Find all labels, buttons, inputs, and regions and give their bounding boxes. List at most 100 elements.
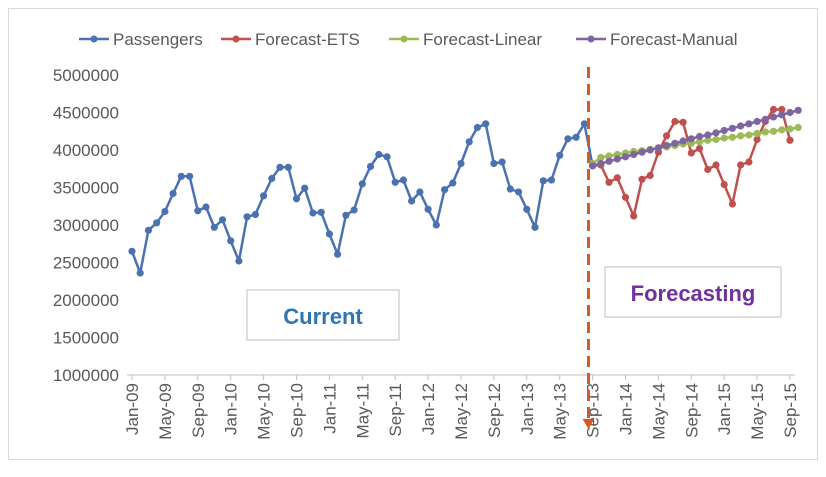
data-point [334,250,342,258]
x-tick-label: Sep-14 [682,383,701,438]
data-point [687,149,695,157]
data-point [408,197,416,205]
data-point [515,188,523,196]
data-point [391,178,399,186]
data-point [572,133,580,141]
series-line [130,122,594,275]
series-line [592,108,792,218]
data-point [737,122,745,130]
y-tick-label: 2000000 [53,291,119,310]
data-point [284,163,292,171]
x-tick-label: May-14 [649,383,668,440]
legend-item-forecast-manual: Forecast-Manual [576,30,738,49]
data-point [432,221,440,229]
data-point [177,172,185,180]
data-point [761,115,769,123]
data-point [325,230,333,238]
data-point [350,206,358,214]
divider-arrowhead [582,419,595,429]
data-point [704,136,712,144]
data-point [737,161,745,169]
series-forecast-manual [589,106,802,170]
data-point [441,186,449,194]
data-point [218,216,227,224]
y-tick-label: 2500000 [53,254,119,273]
data-point [243,213,251,221]
data-point [671,117,679,126]
data-point [202,203,210,211]
data-point [498,158,506,166]
legend-item-forecast-linear: Forecast-Linear [389,30,542,49]
x-tick-label: May-11 [353,383,372,438]
x-tick-label: May-09 [156,383,175,440]
data-point [638,148,646,156]
data-point [679,118,687,126]
data-point [268,174,276,183]
data-point [547,176,556,184]
data-point [589,162,597,170]
data-point [251,210,259,219]
legend: Passengers Forecast-ETS Forecast-Linear … [79,30,738,49]
data-point [556,151,564,159]
data-point [210,223,218,231]
data-point [638,175,646,183]
data-point [695,132,704,141]
data-point [597,159,605,168]
data-point [786,136,794,144]
legend-item-passengers: Passengers [79,30,203,49]
y-axis-ticks: 1000000 1500000 2000000 2500000 3000000 35000… [53,66,119,385]
x-tick-label: Jan-15 [715,383,734,435]
x-tick-label: Sep-12 [485,383,504,438]
y-tick-label: 1000000 [53,366,119,385]
data-point [794,123,802,132]
data-point [687,135,695,143]
series-forecast-ets [589,105,794,220]
data-point [161,207,169,216]
data-point [457,159,465,168]
legend-label-passengers: Passengers [113,30,203,49]
data-point [482,120,490,128]
x-axis-ticks: Jan-09 May-09 Sep-09 Jan-10 May-10 Sep-10 Jan-… [123,375,800,440]
data-point [745,120,753,128]
data-point [646,146,654,154]
current-label: Current [283,304,363,329]
data-point [539,177,547,185]
data-point [671,139,679,147]
data-point [720,180,728,189]
data-point [794,106,802,114]
data-point [745,131,753,139]
data-point [597,153,605,162]
data-point [778,126,786,134]
data-point [309,209,317,217]
data-point [769,105,778,114]
x-tick-label: Sep-13 [584,383,603,438]
data-point [663,132,671,140]
data-point [194,207,202,215]
data-point [227,237,235,245]
data-point [144,226,152,234]
data-point [375,150,383,159]
data-point [276,163,284,171]
data-point [753,135,761,144]
data-point [564,135,572,143]
x-tick-label: May-10 [255,383,274,440]
data-point [449,179,457,187]
data-point [712,161,720,169]
data-point [260,192,268,200]
legend-label-forecast-ets: Forecast-ETS [255,30,360,49]
x-tick-label: Sep-15 [781,383,800,438]
legend-item-forecast-ets: Forecast-ETS [221,30,360,49]
data-point [737,132,745,140]
passengers-forecast-chart: Passengers Forecast-ETS Forecast-Linear … [53,30,802,440]
data-point [523,205,531,213]
data-point [317,208,325,216]
data-point [605,152,613,160]
data-point [416,188,424,196]
forecasting-label: Forecasting [631,281,756,306]
data-point [292,195,301,203]
data-point [704,131,712,139]
data-point [128,247,136,255]
data-point [613,155,621,163]
x-tick-label: Sep-10 [288,383,307,438]
data-point [366,162,375,171]
